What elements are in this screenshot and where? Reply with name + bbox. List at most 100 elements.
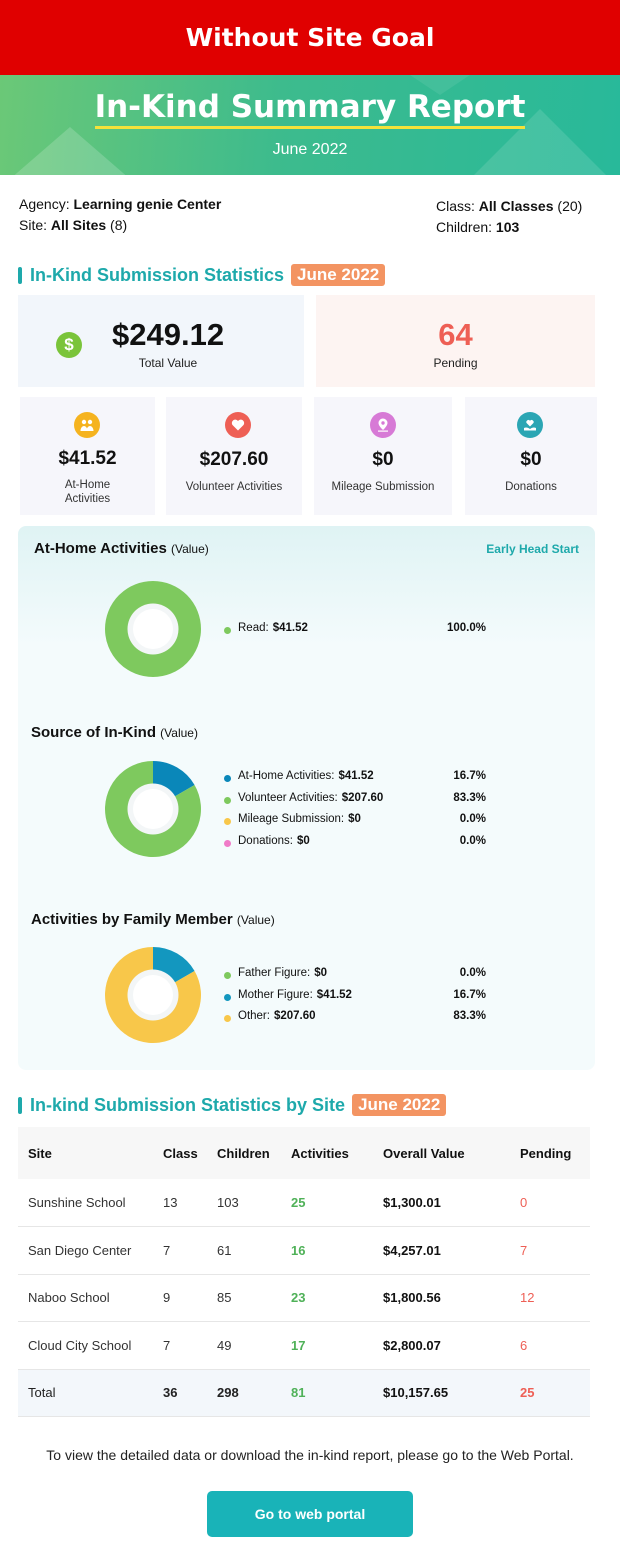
handshake-heart-icon <box>225 412 251 438</box>
banner-text: Without Site Goal <box>185 23 435 52</box>
total-row: Total 36 298 81 $10,157.65 25 <box>18 1369 590 1417</box>
section-bar <box>18 266 22 284</box>
legend-value: $0 <box>314 967 328 979</box>
legend-dot <box>224 627 231 634</box>
class-name: All Classes <box>478 198 554 214</box>
table-cell: 85 <box>207 1274 281 1322</box>
go-to-web-portal-button[interactable]: Go to web portal <box>207 1491 413 1537</box>
legend-percent: 100.0% <box>446 622 486 634</box>
table-cell: 6 <box>510 1321 590 1370</box>
column-header: Site <box>18 1127 153 1179</box>
legend-label: Donations: <box>238 834 293 847</box>
legend-percent: 83.3% <box>453 1010 486 1022</box>
mileage-card: $0 Mileage Submission <box>314 397 452 515</box>
table-cell: 25 <box>510 1369 590 1417</box>
card-label: Donations <box>505 481 557 493</box>
donut-slice <box>105 761 201 857</box>
donations-card: $0 Donations <box>465 397 597 515</box>
legend-item: At-Home Activities: $41.52 16.7% <box>222 770 512 792</box>
donut-chart-source <box>105 761 201 857</box>
table-cell: $10,157.65 <box>373 1369 510 1417</box>
card-label: Volunteer Activities <box>185 481 283 493</box>
agency-info: Agency: Learning genie Center Site: All … <box>19 196 222 233</box>
card-value: $0 <box>372 449 394 470</box>
legend-percent: 0.0% <box>459 834 486 847</box>
table-cell: 103 <box>207 1179 281 1227</box>
table-cell: Total <box>18 1369 153 1417</box>
legend-percent: 0.0% <box>459 813 486 825</box>
report-title: In-Kind Summary Report <box>0 89 620 129</box>
month-badge: June 2022 <box>352 1094 447 1116</box>
children-count: 103 <box>495 219 520 235</box>
report-header: In-Kind Summary Report June 2022 <box>0 75 620 175</box>
card-value: $41.52 <box>58 448 117 469</box>
pending-value: 64 <box>438 317 473 352</box>
table-cell: San Diego Center <box>18 1226 153 1275</box>
dollar-icon: $ <box>56 332 82 358</box>
charts-panel: At-Home Activities (Value) Early Head St… <box>18 526 595 1070</box>
legend-label: Father Figure: <box>238 967 311 979</box>
table-cell: 9 <box>153 1274 207 1322</box>
legend-at-home: Read: $41.52 100.0% <box>222 622 512 644</box>
legend-value: $207.60 <box>273 1010 316 1022</box>
legend-dot <box>224 972 231 979</box>
legend-item: Other: $207.60 83.3% <box>222 1010 512 1032</box>
site-statistics-table: Site Class Children Activities Overall V… <box>18 1127 590 1417</box>
table-cell: 17 <box>281 1321 373 1370</box>
section-title-statistics: In-Kind Submission Statistics June 2022 <box>18 264 386 286</box>
table-cell: 7 <box>510 1226 590 1275</box>
legend-value: $0 <box>296 834 310 847</box>
donut-hole <box>133 975 173 1015</box>
decorative-shape <box>380 75 500 95</box>
chart-title-family: Activities by Family Member (Value) <box>31 911 275 928</box>
legend-family: Father Figure: $0 0.0% Mother Figure: $41.52… <box>222 967 512 1032</box>
legend-value: $207.60 <box>341 791 384 804</box>
legend-dot <box>224 796 231 804</box>
legend-label: Read: <box>238 622 269 634</box>
location-pin-icon <box>370 412 396 438</box>
pending-card: 64 Pending <box>316 295 595 387</box>
donut-hole <box>133 609 173 649</box>
legend-item: Mileage Submission: $0 0.0% <box>222 813 512 835</box>
at-home-card: $41.52 At-Home Activities <box>20 397 155 515</box>
volunteer-card: $207.60 Volunteer Activities <box>166 397 302 515</box>
legend-item: Mother Figure: $41.52 16.7% <box>222 989 512 1011</box>
table-cell: 81 <box>281 1369 373 1417</box>
legend-label: At-Home Activities: <box>238 770 335 782</box>
donut-slice <box>153 761 195 797</box>
table-cell: Sunshine School <box>18 1179 153 1227</box>
site-name: All Sites <box>50 217 107 233</box>
legend-percent: 16.7% <box>453 770 486 782</box>
report-month: June 2022 <box>272 141 348 158</box>
table-cell: Cloud City School <box>18 1321 153 1370</box>
table-cell: $2,800.07 <box>373 1321 510 1370</box>
table-cell: $1,300.01 <box>373 1179 510 1227</box>
table-row: Sunshine School 13 103 25 $1,300.01 0 <box>18 1179 590 1227</box>
column-header: Class <box>153 1127 207 1179</box>
heart-hand-icon <box>517 412 543 438</box>
table-cell: 7 <box>153 1226 207 1275</box>
table-cell: 13 <box>153 1179 207 1227</box>
table-cell: 61 <box>207 1226 281 1275</box>
banner: Without Site Goal <box>0 0 620 75</box>
legend-percent: 0.0% <box>459 967 486 979</box>
table-row: Naboo School 9 85 23 $1,800.56 12 <box>18 1274 590 1322</box>
legend-label: Mileage Submission: <box>238 813 345 825</box>
legend-dot <box>224 775 231 782</box>
column-header: Pending <box>510 1127 590 1179</box>
donut-slice <box>153 947 195 983</box>
legend-item: Father Figure: $0 0.0% <box>222 967 512 989</box>
donut-slice <box>105 581 201 677</box>
section-bar <box>18 1096 22 1114</box>
card-value: $0 <box>520 449 542 470</box>
donut-slice <box>105 947 201 1043</box>
card-value: $207.60 <box>199 449 269 470</box>
chart-title-source: Source of In-Kind (Value) <box>31 724 198 741</box>
legend-value: $0 <box>348 813 361 825</box>
total-value-card: $ $249.12 Total Value <box>18 295 304 387</box>
table-cell: 0 <box>510 1179 590 1227</box>
legend-label: Other: <box>238 1010 270 1022</box>
table-cell: 25 <box>281 1179 373 1227</box>
pending-label: Pending <box>433 356 478 370</box>
table-cell: 23 <box>281 1274 373 1322</box>
